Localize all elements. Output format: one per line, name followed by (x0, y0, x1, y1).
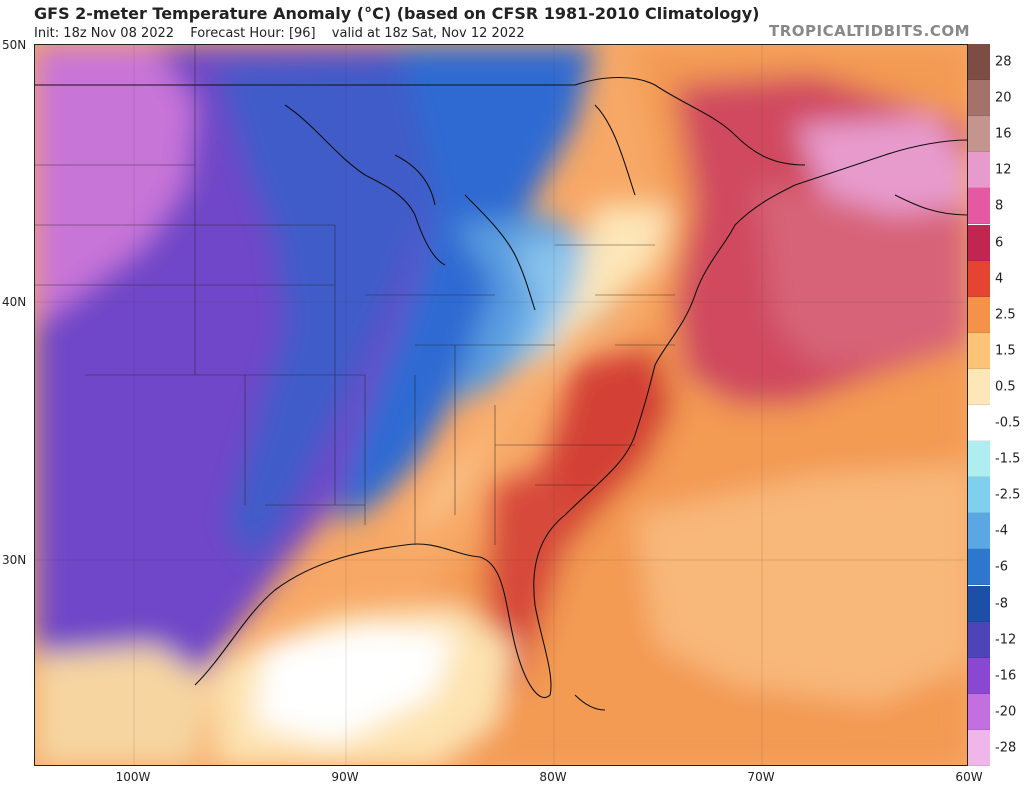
colorbar-swatch (968, 657, 990, 694)
colorbar-label: -20 (995, 704, 1017, 720)
colorbar-swatch (968, 260, 990, 297)
colorbar-label: -1.5 (995, 451, 1021, 467)
colorbar-swatch (968, 80, 990, 117)
colorbar-label: 0.5 (995, 379, 1016, 395)
colorbar-swatch (968, 368, 990, 405)
colorbar-swatch (968, 585, 990, 622)
colorbar-label: 20 (995, 90, 1012, 106)
colorbar-label: 28 (995, 54, 1012, 70)
valid-time: valid at 18z Sat, Nov 12 2022 (331, 26, 525, 41)
colorbar-swatch (968, 332, 990, 369)
colorbar-label: -0.5 (995, 415, 1021, 431)
header: GFS 2-meter Temperature Anomaly (°C) (ba… (0, 0, 1024, 44)
anomaly-field (35, 45, 967, 765)
colorbar-swatch (968, 621, 990, 658)
colorbar-label: -6 (995, 559, 1008, 575)
colorbar-swatch (968, 441, 990, 478)
run-info: Init: 18z Nov 08 2022 Forecast Hour: [96… (34, 26, 537, 41)
colorbar-swatch (968, 549, 990, 586)
colorbar-label: -12 (995, 632, 1017, 648)
graticule (35, 45, 967, 765)
colorbar-swatch (968, 513, 990, 550)
colorbar-swatch (968, 44, 990, 81)
colorbar-label: 16 (995, 126, 1012, 142)
colorbar-swatch (968, 116, 990, 153)
colorbar-label: 6 (995, 235, 1004, 251)
state-borders (35, 45, 675, 545)
forecast-hour: Forecast Hour: [96] (190, 26, 316, 41)
colorbar-label: 1.5 (995, 343, 1016, 359)
init-time: Init: 18z Nov 08 2022 (34, 26, 175, 41)
lat-label-30n: 30N (2, 553, 27, 567)
colorbar-label: 12 (995, 162, 1012, 178)
colorbar-swatch (968, 693, 990, 730)
colorbar-label: -2.5 (995, 487, 1021, 503)
colorbar-label: -4 (995, 523, 1008, 539)
colorbar-label: -8 (995, 596, 1008, 612)
lon-label-70w: 70W (747, 770, 775, 784)
colorbar-label: -16 (995, 668, 1017, 684)
colorbar-swatch (968, 729, 990, 766)
anomaly-map[interactable] (34, 44, 968, 766)
lon-label-80w: 80W (539, 770, 567, 784)
colorbar-swatch (968, 477, 990, 514)
map-canvas (35, 45, 967, 765)
lat-label-50n: 50N (2, 38, 27, 52)
colorbar-label: 8 (995, 198, 1004, 214)
coastline (35, 76, 967, 711)
map-title: GFS 2-meter Temperature Anomaly (°C) (ba… (34, 4, 760, 23)
brand-watermark: TROPICALTIDBITS.COM (769, 22, 970, 40)
colorbar-swatch (968, 296, 990, 333)
colorbar-label: -28 (995, 740, 1017, 756)
lat-label-40n: 40N (2, 295, 27, 309)
colorbar-label: 4 (995, 271, 1004, 287)
colorbar-swatch (968, 188, 990, 225)
lon-label-90w: 90W (331, 770, 359, 784)
colorbar-swatch (968, 405, 990, 442)
lon-label-60w: 60W (955, 770, 983, 784)
lon-label-100w: 100W (115, 770, 151, 784)
colorbar-swatch (968, 224, 990, 261)
colorbar-label: 2.5 (995, 307, 1016, 323)
colorbar-swatch (968, 152, 990, 189)
colorbar-legend: 28 20 16 12 8 6 4 2.5 1.5 0.5 -0.5 -1.5 -2.5 -4 -6 -8 -1… (968, 44, 1024, 766)
